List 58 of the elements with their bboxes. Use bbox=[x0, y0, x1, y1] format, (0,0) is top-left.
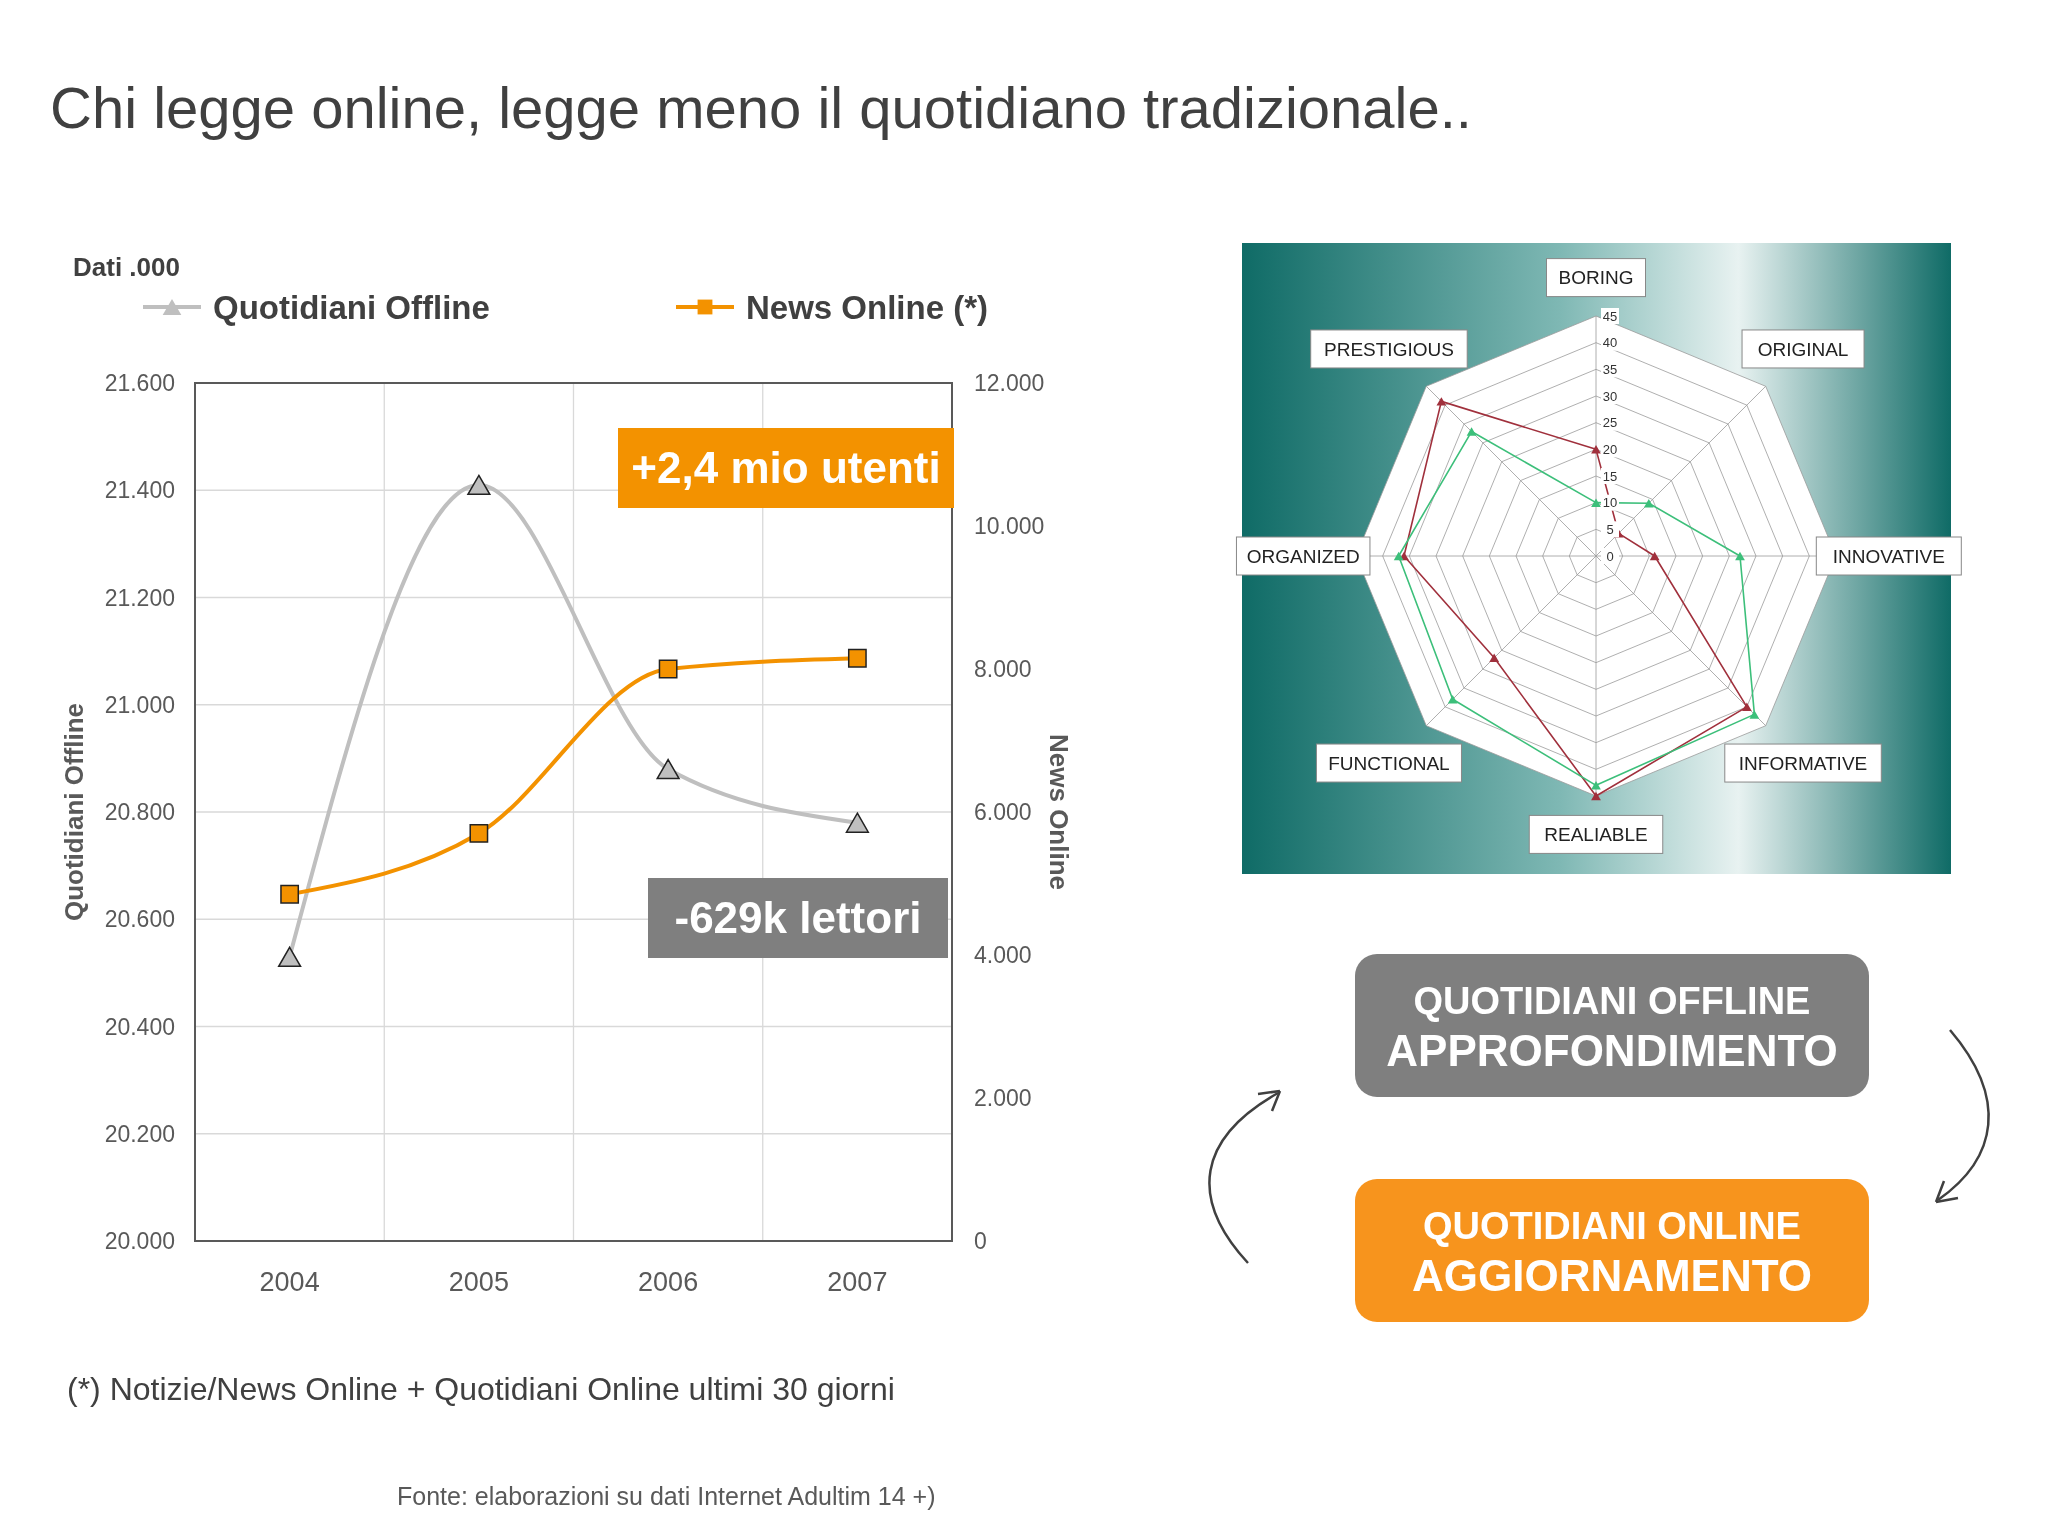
y-tick-label: 21.200 bbox=[104, 584, 175, 611]
y2-tick-label: 10.000 bbox=[974, 513, 1045, 540]
y2-tick-label: 6.000 bbox=[974, 799, 1032, 826]
point bbox=[658, 659, 678, 679]
y-tick-label: 25 bbox=[1602, 415, 1618, 431]
y2-tick-label: 8.000 bbox=[974, 656, 1032, 683]
annotation: -629k lettori bbox=[674, 893, 922, 943]
y-tick-label: 20.600 bbox=[104, 906, 175, 933]
y-tick-label: 30 bbox=[1602, 388, 1618, 404]
point bbox=[847, 648, 867, 668]
point bbox=[467, 474, 491, 496]
y-axis-title: Quotidiani Offline bbox=[59, 702, 89, 922]
y-tick-label: 21.400 bbox=[104, 477, 175, 504]
point bbox=[280, 884, 300, 904]
x-tick-label: 2005 bbox=[448, 1267, 509, 1297]
point bbox=[845, 812, 870, 833]
spoke-label: FUNCTIONAL bbox=[1328, 752, 1450, 774]
text: (*) Notizie/News Online + Quotidiani Online ultimi 30 giorni bbox=[67, 1371, 895, 1407]
point bbox=[656, 758, 680, 780]
y-tick-label: 21.000 bbox=[104, 691, 175, 718]
y-tick-label: 10 bbox=[1602, 495, 1618, 511]
spoke-label: REALIABLE bbox=[1544, 824, 1648, 846]
x-tick-label: 2007 bbox=[827, 1267, 888, 1297]
y-tick-label: 35 bbox=[1602, 361, 1618, 377]
spoke-label: ORGANIZED bbox=[1246, 545, 1360, 567]
y2-tick-label: 12.000 bbox=[974, 370, 1045, 397]
legend-label: Quotidiani Offline bbox=[213, 288, 490, 326]
y-tick-label: 15 bbox=[1602, 468, 1618, 484]
y2-tick-label: 2.000 bbox=[974, 1085, 1032, 1112]
point bbox=[469, 824, 489, 843]
spoke-label: INFORMATIVE bbox=[1738, 752, 1868, 774]
source-note: Fonte: elaborazioni su dati Internet Adultim 14 +) bbox=[397, 1482, 936, 1510]
text: QUOTIDIANI ONLINE AGGIORNAMENTO bbox=[1411, 1205, 1813, 1301]
y-tick-label: 45 bbox=[1602, 308, 1618, 324]
y-tick-label: 40 bbox=[1602, 335, 1618, 351]
y2-tick-label: 4.000 bbox=[974, 942, 1032, 969]
point bbox=[277, 946, 302, 968]
y-tick-label: 20.800 bbox=[104, 799, 175, 826]
x-tick-label: 2004 bbox=[259, 1267, 320, 1297]
y-tick-label: 0 bbox=[1606, 548, 1614, 564]
y-tick-label: 21.600 bbox=[104, 370, 175, 397]
x-tick-label: 2006 bbox=[638, 1267, 699, 1297]
spoke-label: BORING bbox=[1558, 267, 1634, 289]
y-tick-label: 20.200 bbox=[104, 1120, 175, 1147]
spoke-label: INNOVATIVE bbox=[1832, 545, 1945, 567]
y2-axis-title: News Online bbox=[1044, 733, 1074, 891]
y-tick-label: 20.000 bbox=[104, 1228, 175, 1255]
spoke-label: ORIGINAL bbox=[1757, 338, 1849, 360]
y-tick-label: 20 bbox=[1602, 441, 1618, 457]
y-tick-label: 5 bbox=[1606, 521, 1614, 537]
annotation: +2,4 mio utenti bbox=[631, 443, 941, 493]
y-tick-label: 20.400 bbox=[104, 1013, 175, 1040]
legend-label: News Online (*) bbox=[746, 288, 989, 326]
y2-tick-label: 0 bbox=[974, 1228, 987, 1255]
spoke-label: PRESTIGIOUS bbox=[1324, 338, 1454, 360]
chart-title: Chi legge online, legge meno il quotidiano tradizionale.. bbox=[50, 75, 1472, 140]
text: Dati .000 bbox=[73, 252, 180, 282]
text: QUOTIDIANI OFFLINE APPROFONDIMENTO bbox=[1386, 980, 1838, 1076]
